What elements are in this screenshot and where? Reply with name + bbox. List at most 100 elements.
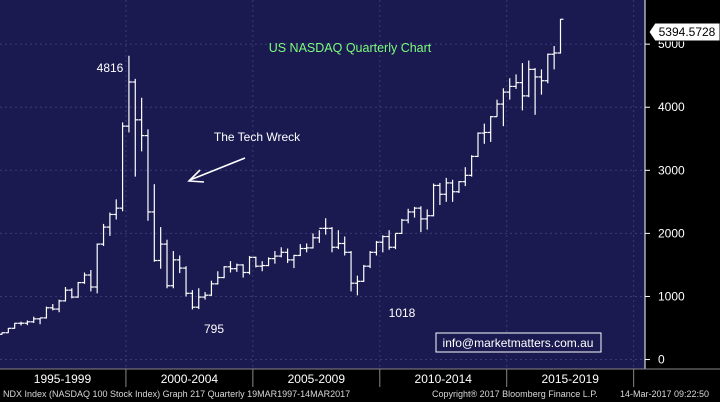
- ohlc-bar: [151, 184, 158, 262]
- y-tick-label: 0: [658, 353, 665, 367]
- arrow-head: [187, 169, 205, 183]
- ohlc-bar: [0, 332, 5, 335]
- arrow-shaft: [189, 157, 246, 181]
- ohlc-bar: [259, 261, 266, 272]
- footer-right: 14-Mar-2017 09:22:50: [620, 389, 710, 399]
- ohlc-bar: [240, 264, 247, 278]
- ohlc-bar: [379, 235, 386, 253]
- last-price-tag-shape: [648, 22, 720, 42]
- x-period-label: 2015-2019: [541, 372, 599, 386]
- ohlc-bar: [405, 208, 412, 224]
- ohlc-bar: [37, 317, 44, 325]
- ohlc-bar: [557, 18, 564, 54]
- ohlc-bar: [75, 281, 82, 298]
- y-tick-label: 3000: [658, 163, 685, 177]
- watermark-text: info@marketmatters.com.au: [443, 336, 594, 350]
- y-tick-label: 2000: [658, 226, 685, 240]
- ohlc-bar: [49, 304, 56, 311]
- ohlc-bar: [214, 271, 221, 285]
- ohlc-bar: [519, 63, 526, 111]
- ohlc-bar: [341, 236, 348, 256]
- peak-annotation: 4816: [97, 61, 124, 75]
- ohlc-bar: [208, 280, 215, 296]
- ohlc-bar: [474, 132, 481, 158]
- ohlc-bar: [183, 266, 190, 297]
- ohlc-bar: [322, 218, 329, 235]
- ohlc-bar: [81, 272, 88, 284]
- ohlc-bar: [195, 288, 202, 310]
- ohlc-bar: [513, 74, 520, 89]
- ohlc-bar: [551, 46, 558, 70]
- grid-layer: [0, 0, 645, 369]
- tech-wreck-arrow: [187, 157, 246, 183]
- ohlc-bar: [189, 290, 196, 310]
- watermark-frame: [435, 332, 602, 353]
- ohlc-bar: [449, 179, 456, 202]
- ohlc-bar: [348, 251, 355, 292]
- x-period-label: 2000-2004: [161, 372, 219, 386]
- ohlc-bar: [430, 183, 437, 217]
- y-axis-panel: [645, 0, 720, 369]
- ohlc-bar: [202, 292, 209, 300]
- y-tick-label: 1000: [658, 289, 685, 303]
- ohlc-bar: [18, 321, 25, 326]
- ohlc-bar: [424, 209, 431, 230]
- ohlc-bar: [106, 212, 113, 236]
- footer-center: Copyright® 2017 Bloomberg Finance L.P.: [432, 389, 598, 399]
- footer-left: NDX Index (NASDAQ 100 Stock Index) Graph…: [3, 389, 351, 399]
- chart-title: US NASDAQ Quarterly Chart: [269, 41, 432, 55]
- ohlc-bar: [373, 240, 380, 256]
- ohlc-bar: [265, 257, 272, 267]
- ohlc-bar: [468, 155, 475, 177]
- x-period-label: 2010-2014: [415, 372, 473, 386]
- ohlc-bar: [436, 182, 443, 205]
- ohlc-bar: [233, 263, 240, 272]
- ohlc-bar: [125, 55, 132, 133]
- ohlc-bar: [284, 248, 291, 264]
- ohlc-bar: [525, 60, 532, 98]
- ohlc-bar: [360, 264, 367, 282]
- plot-area: [0, 0, 645, 369]
- ohlc-bar: [309, 233, 316, 249]
- ohlc-bar: [221, 266, 228, 279]
- ohlc-bar: [11, 322, 18, 329]
- ohlc-bar: [494, 99, 501, 118]
- ohlc-bars: [0, 18, 564, 335]
- x-period-label: 2005-2009: [288, 372, 346, 386]
- ohlc-bar: [176, 255, 183, 274]
- ohlc-bar: [278, 247, 285, 258]
- ohlc-bar: [500, 88, 507, 127]
- ohlc-bar: [398, 218, 405, 235]
- low-2002-annotation: 795: [204, 322, 224, 336]
- x-period-label: 1995-1999: [34, 372, 92, 386]
- ohlc-bar: [56, 299, 63, 313]
- ohlc-bar: [5, 327, 12, 334]
- ohlc-bar: [411, 206, 418, 218]
- tech-wreck-annotation: The Tech Wreck: [214, 130, 301, 144]
- ohlc-bar: [443, 177, 450, 202]
- ohlc-bar: [329, 227, 336, 253]
- ohlc-bar: [94, 243, 101, 294]
- ohlc-bar: [68, 288, 75, 299]
- ohlc-bar: [30, 316, 37, 323]
- low-2009-annotation: 1018: [389, 306, 416, 320]
- ohlc-bar: [62, 287, 69, 302]
- ohlc-bar: [487, 116, 494, 142]
- footer: NDX Index (NASDAQ 100 Stock Index) Graph…: [0, 387, 720, 402]
- ohlc-bar: [100, 223, 107, 246]
- ohlc-bar: [290, 254, 297, 269]
- ohlc-bar: [227, 261, 234, 273]
- ohlc-bar: [43, 306, 50, 319]
- ohlc-bar: [303, 243, 310, 253]
- ohlc-bar: [297, 244, 304, 257]
- ohlc-bar: [462, 167, 469, 187]
- ohlc-bar: [386, 230, 393, 250]
- ohlc-bar: [354, 275, 361, 296]
- ohlc-bar: [138, 97, 145, 152]
- ohlc-bar: [392, 232, 399, 250]
- ohlc-bar: [271, 251, 278, 264]
- ohlc-bar: [132, 78, 139, 177]
